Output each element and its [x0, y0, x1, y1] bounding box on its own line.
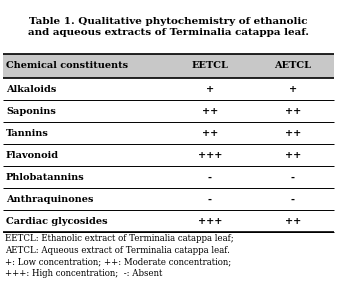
Text: Table 1. Qualitative phytochemistry of ethanolic
and aqueous extracts of Termina: Table 1. Qualitative phytochemistry of e…	[28, 17, 309, 37]
Text: +: +	[288, 85, 297, 93]
Bar	[3, 78, 334, 100]
Text: Flavonoid: Flavonoid	[6, 151, 59, 160]
Text: ++: ++	[202, 128, 218, 138]
Text: ++: ++	[284, 151, 301, 160]
Text: Anthraquinones: Anthraquinones	[6, 194, 93, 203]
Text: ++: ++	[284, 216, 301, 226]
Text: Cardiac glycosides: Cardiac glycosides	[6, 216, 108, 226]
Text: Alkaloids: Alkaloids	[6, 85, 56, 93]
Text: ++: ++	[284, 106, 301, 115]
Text: Tannins: Tannins	[6, 128, 49, 138]
Text: ++: ++	[284, 128, 301, 138]
Bar	[3, 100, 334, 122]
Text: Saponins: Saponins	[6, 106, 56, 115]
Text: +++: +++	[198, 216, 222, 226]
Bar	[3, 166, 334, 188]
Bar	[3, 122, 334, 144]
Text: -: -	[208, 173, 212, 181]
Text: +++: +++	[198, 151, 222, 160]
Bar	[3, 54, 334, 78]
Text: Phlobatannins: Phlobatannins	[6, 173, 85, 181]
Text: EETCL: EETCL	[191, 61, 228, 70]
Bar	[3, 2, 334, 54]
Text: -: -	[290, 173, 295, 181]
Text: -: -	[290, 194, 295, 203]
Text: -: -	[208, 194, 212, 203]
Text: Chemical constituents: Chemical constituents	[6, 61, 128, 70]
Bar	[3, 210, 334, 232]
Text: ++: ++	[202, 106, 218, 115]
Bar	[3, 144, 334, 166]
Text: +: +	[206, 85, 214, 93]
Text: EETCL: Ethanolic extract of Terminalia catappa leaf;
AETCL: Aqueous extract of T: EETCL: Ethanolic extract of Terminalia c…	[5, 234, 234, 278]
Text: AETCL: AETCL	[274, 61, 311, 70]
Bar	[3, 188, 334, 210]
